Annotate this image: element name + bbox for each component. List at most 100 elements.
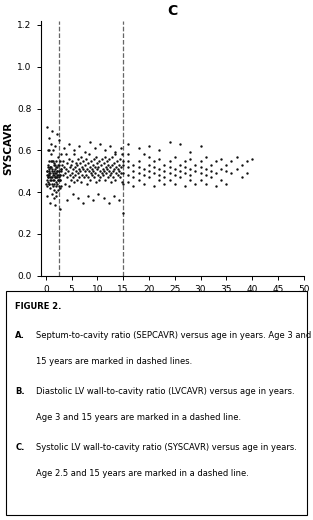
Point xyxy=(126,157,131,165)
Point xyxy=(53,200,58,209)
Point xyxy=(46,173,51,181)
Point xyxy=(102,167,107,175)
Point xyxy=(54,157,59,165)
Point xyxy=(83,154,88,163)
Point xyxy=(110,167,115,175)
Point xyxy=(50,157,55,165)
Point xyxy=(51,159,56,167)
Point xyxy=(244,157,249,165)
Point xyxy=(47,146,52,154)
Point xyxy=(72,146,77,154)
Point xyxy=(157,165,162,173)
Point xyxy=(218,154,223,163)
Point xyxy=(117,154,122,163)
Point xyxy=(55,171,60,179)
Point xyxy=(46,169,51,177)
Point xyxy=(56,161,61,169)
Point xyxy=(46,163,51,171)
Point xyxy=(60,171,65,179)
Text: C.: C. xyxy=(15,443,25,452)
Point xyxy=(97,157,102,165)
Point xyxy=(87,150,92,159)
Point xyxy=(167,169,172,177)
Point xyxy=(80,157,85,165)
Y-axis label: SYSCAVR: SYSCAVR xyxy=(3,122,13,175)
Point xyxy=(46,134,51,142)
Point xyxy=(52,142,57,150)
Point xyxy=(213,181,218,190)
Point xyxy=(49,167,54,175)
Point xyxy=(77,142,82,150)
Point xyxy=(182,181,187,190)
Point xyxy=(118,173,123,181)
Point xyxy=(65,196,70,204)
Point xyxy=(86,159,91,167)
Point xyxy=(71,165,76,173)
Point xyxy=(146,167,151,175)
Point xyxy=(48,184,53,192)
Point xyxy=(54,192,59,200)
Point xyxy=(85,165,90,173)
Point xyxy=(51,167,56,175)
Point xyxy=(84,179,89,188)
Point xyxy=(234,152,239,161)
Point xyxy=(102,175,107,184)
Point xyxy=(188,154,193,163)
Point xyxy=(229,157,234,165)
Point xyxy=(89,165,94,173)
Point xyxy=(46,161,51,169)
Point xyxy=(83,167,88,175)
Point xyxy=(172,179,177,188)
Point xyxy=(89,157,94,165)
Point xyxy=(146,152,151,161)
Point xyxy=(81,173,86,181)
Point xyxy=(157,171,162,179)
Point xyxy=(58,175,63,184)
Point xyxy=(108,142,113,150)
Point xyxy=(79,152,84,161)
Point xyxy=(162,173,167,181)
Text: FIGURE 2.: FIGURE 2. xyxy=(15,302,62,311)
Point xyxy=(91,196,96,204)
Point xyxy=(116,167,121,175)
Point xyxy=(66,181,71,190)
Point xyxy=(73,171,78,179)
Point xyxy=(131,167,136,175)
Point xyxy=(51,186,56,194)
Point xyxy=(46,146,51,154)
Point xyxy=(75,194,80,202)
Point xyxy=(106,198,111,206)
Point xyxy=(51,169,56,177)
Point xyxy=(59,181,64,190)
Point xyxy=(57,181,62,190)
Point xyxy=(44,171,49,179)
Point xyxy=(131,181,136,190)
Point xyxy=(198,175,203,184)
Point xyxy=(167,163,172,171)
Point xyxy=(63,179,68,188)
Point xyxy=(111,173,116,181)
Point xyxy=(49,165,54,173)
Point xyxy=(126,140,131,148)
Point xyxy=(141,165,146,173)
Point xyxy=(64,150,69,159)
Point xyxy=(121,157,126,165)
Point xyxy=(86,167,91,175)
Text: A.: A. xyxy=(15,331,25,341)
Point xyxy=(182,157,187,165)
Point xyxy=(96,190,101,198)
Point xyxy=(88,163,93,171)
Point xyxy=(131,161,136,169)
Point xyxy=(126,163,131,171)
Point xyxy=(115,157,120,165)
Point xyxy=(193,167,198,175)
Point xyxy=(213,157,218,165)
Point xyxy=(56,136,61,144)
Point xyxy=(69,169,74,177)
Point xyxy=(88,169,93,177)
Point xyxy=(167,157,172,165)
Point xyxy=(94,152,99,161)
Point xyxy=(109,152,114,161)
Text: Septum-to-cavity ratio (SEPCAVR) versus age in years. Age 3 and: Septum-to-cavity ratio (SEPCAVR) versus … xyxy=(36,331,311,341)
Point xyxy=(46,165,51,173)
